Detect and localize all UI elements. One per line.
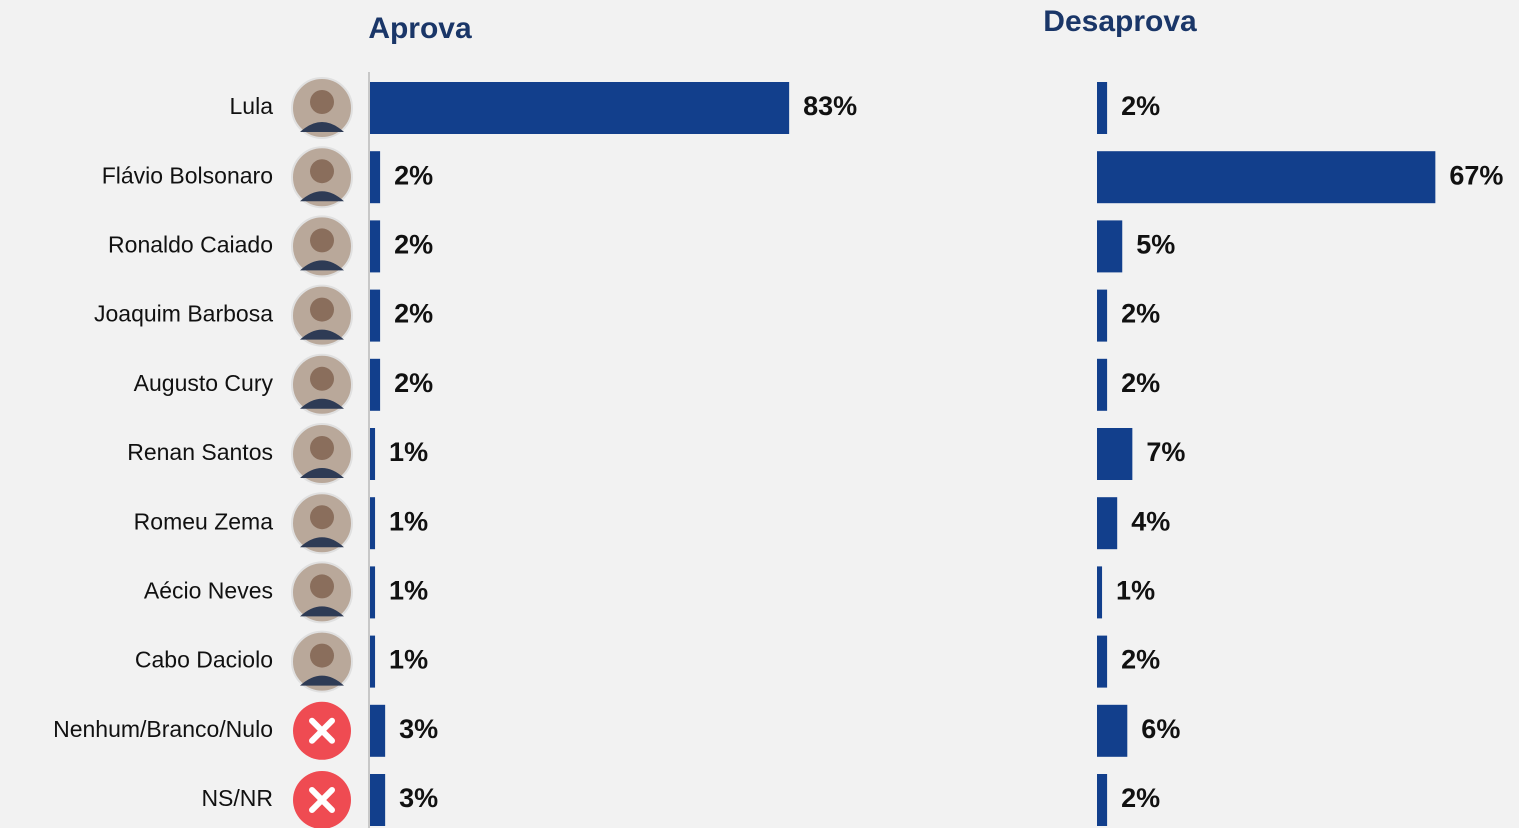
avatar-body xyxy=(300,260,344,271)
value-label: 67% xyxy=(1449,160,1503,190)
avatar-body xyxy=(300,122,344,132)
avatar-head xyxy=(310,643,334,668)
category-label: Renan Santos xyxy=(127,439,273,465)
bar xyxy=(370,358,381,411)
avatar-head xyxy=(310,90,334,114)
avatar-body xyxy=(300,468,344,478)
avatar-body xyxy=(300,329,344,340)
avatar-body xyxy=(300,398,344,409)
value-label: 3% xyxy=(399,714,438,744)
value-label: 5% xyxy=(1136,230,1175,260)
bar xyxy=(370,566,376,619)
avatar-head xyxy=(310,505,334,530)
value-label: 1% xyxy=(389,506,428,536)
avatar-head xyxy=(310,159,334,184)
bar xyxy=(370,774,386,826)
bar xyxy=(370,635,376,688)
value-label: 1% xyxy=(389,645,428,675)
panel-title: Desaprova xyxy=(1043,5,1197,38)
bar xyxy=(1097,358,1108,411)
bar xyxy=(1097,289,1108,342)
value-label: 1% xyxy=(1116,576,1155,606)
category-label: Lula xyxy=(230,93,274,119)
none-icon-x xyxy=(309,717,335,744)
category-label: Ronaldo Caiado xyxy=(108,231,273,257)
avatar-body xyxy=(300,675,344,686)
value-label: 2% xyxy=(1121,645,1160,675)
bar xyxy=(370,220,381,273)
avatar-head xyxy=(310,436,334,460)
avatar-body xyxy=(300,537,344,548)
category-label: Romeu Zema xyxy=(134,508,274,534)
avatar-head xyxy=(310,297,334,322)
avatar-body xyxy=(300,191,344,202)
value-label: 2% xyxy=(1121,368,1160,398)
value-label: 2% xyxy=(394,160,433,190)
category-label: Flávio Bolsonaro xyxy=(102,162,273,188)
bar xyxy=(370,497,376,550)
bar xyxy=(1097,774,1108,826)
avatar-head xyxy=(310,366,334,391)
value-label: 2% xyxy=(394,368,433,398)
value-label: 6% xyxy=(1141,714,1180,744)
bar xyxy=(1097,704,1128,757)
bar xyxy=(1097,635,1108,688)
avatar-head xyxy=(310,574,334,599)
panel-title: Aprova xyxy=(368,12,472,45)
bar xyxy=(370,82,790,134)
bar xyxy=(1097,82,1108,134)
value-label: 7% xyxy=(1146,437,1185,467)
bar xyxy=(370,428,376,480)
bar xyxy=(1097,220,1123,273)
bar xyxy=(1097,566,1103,619)
avatar-head xyxy=(310,228,334,253)
category-label: Joaquim Barbosa xyxy=(94,301,273,327)
category-label: NS/NR xyxy=(201,785,273,811)
bar xyxy=(1097,151,1436,204)
avatar-body xyxy=(300,606,344,617)
value-label: 1% xyxy=(389,576,428,606)
bar xyxy=(370,704,386,757)
value-label: 2% xyxy=(1121,91,1160,121)
category-label: Aécio Neves xyxy=(144,577,273,603)
category-label: Cabo Daciolo xyxy=(135,647,273,673)
value-label: 2% xyxy=(1121,783,1160,813)
value-label: 2% xyxy=(394,299,433,329)
bar xyxy=(370,289,381,342)
value-label: 83% xyxy=(803,91,857,121)
bar xyxy=(370,151,381,204)
value-label: 4% xyxy=(1131,506,1170,536)
category-label: Nenhum/Branco/Nulo xyxy=(53,716,273,742)
none-icon-x xyxy=(309,787,335,813)
category-label: Augusto Cury xyxy=(134,370,274,396)
value-label: 2% xyxy=(394,230,433,260)
bar xyxy=(1097,428,1133,480)
value-label: 1% xyxy=(389,437,428,467)
bar xyxy=(1097,497,1118,550)
value-label: 3% xyxy=(399,783,438,813)
value-label: 2% xyxy=(1121,299,1160,329)
